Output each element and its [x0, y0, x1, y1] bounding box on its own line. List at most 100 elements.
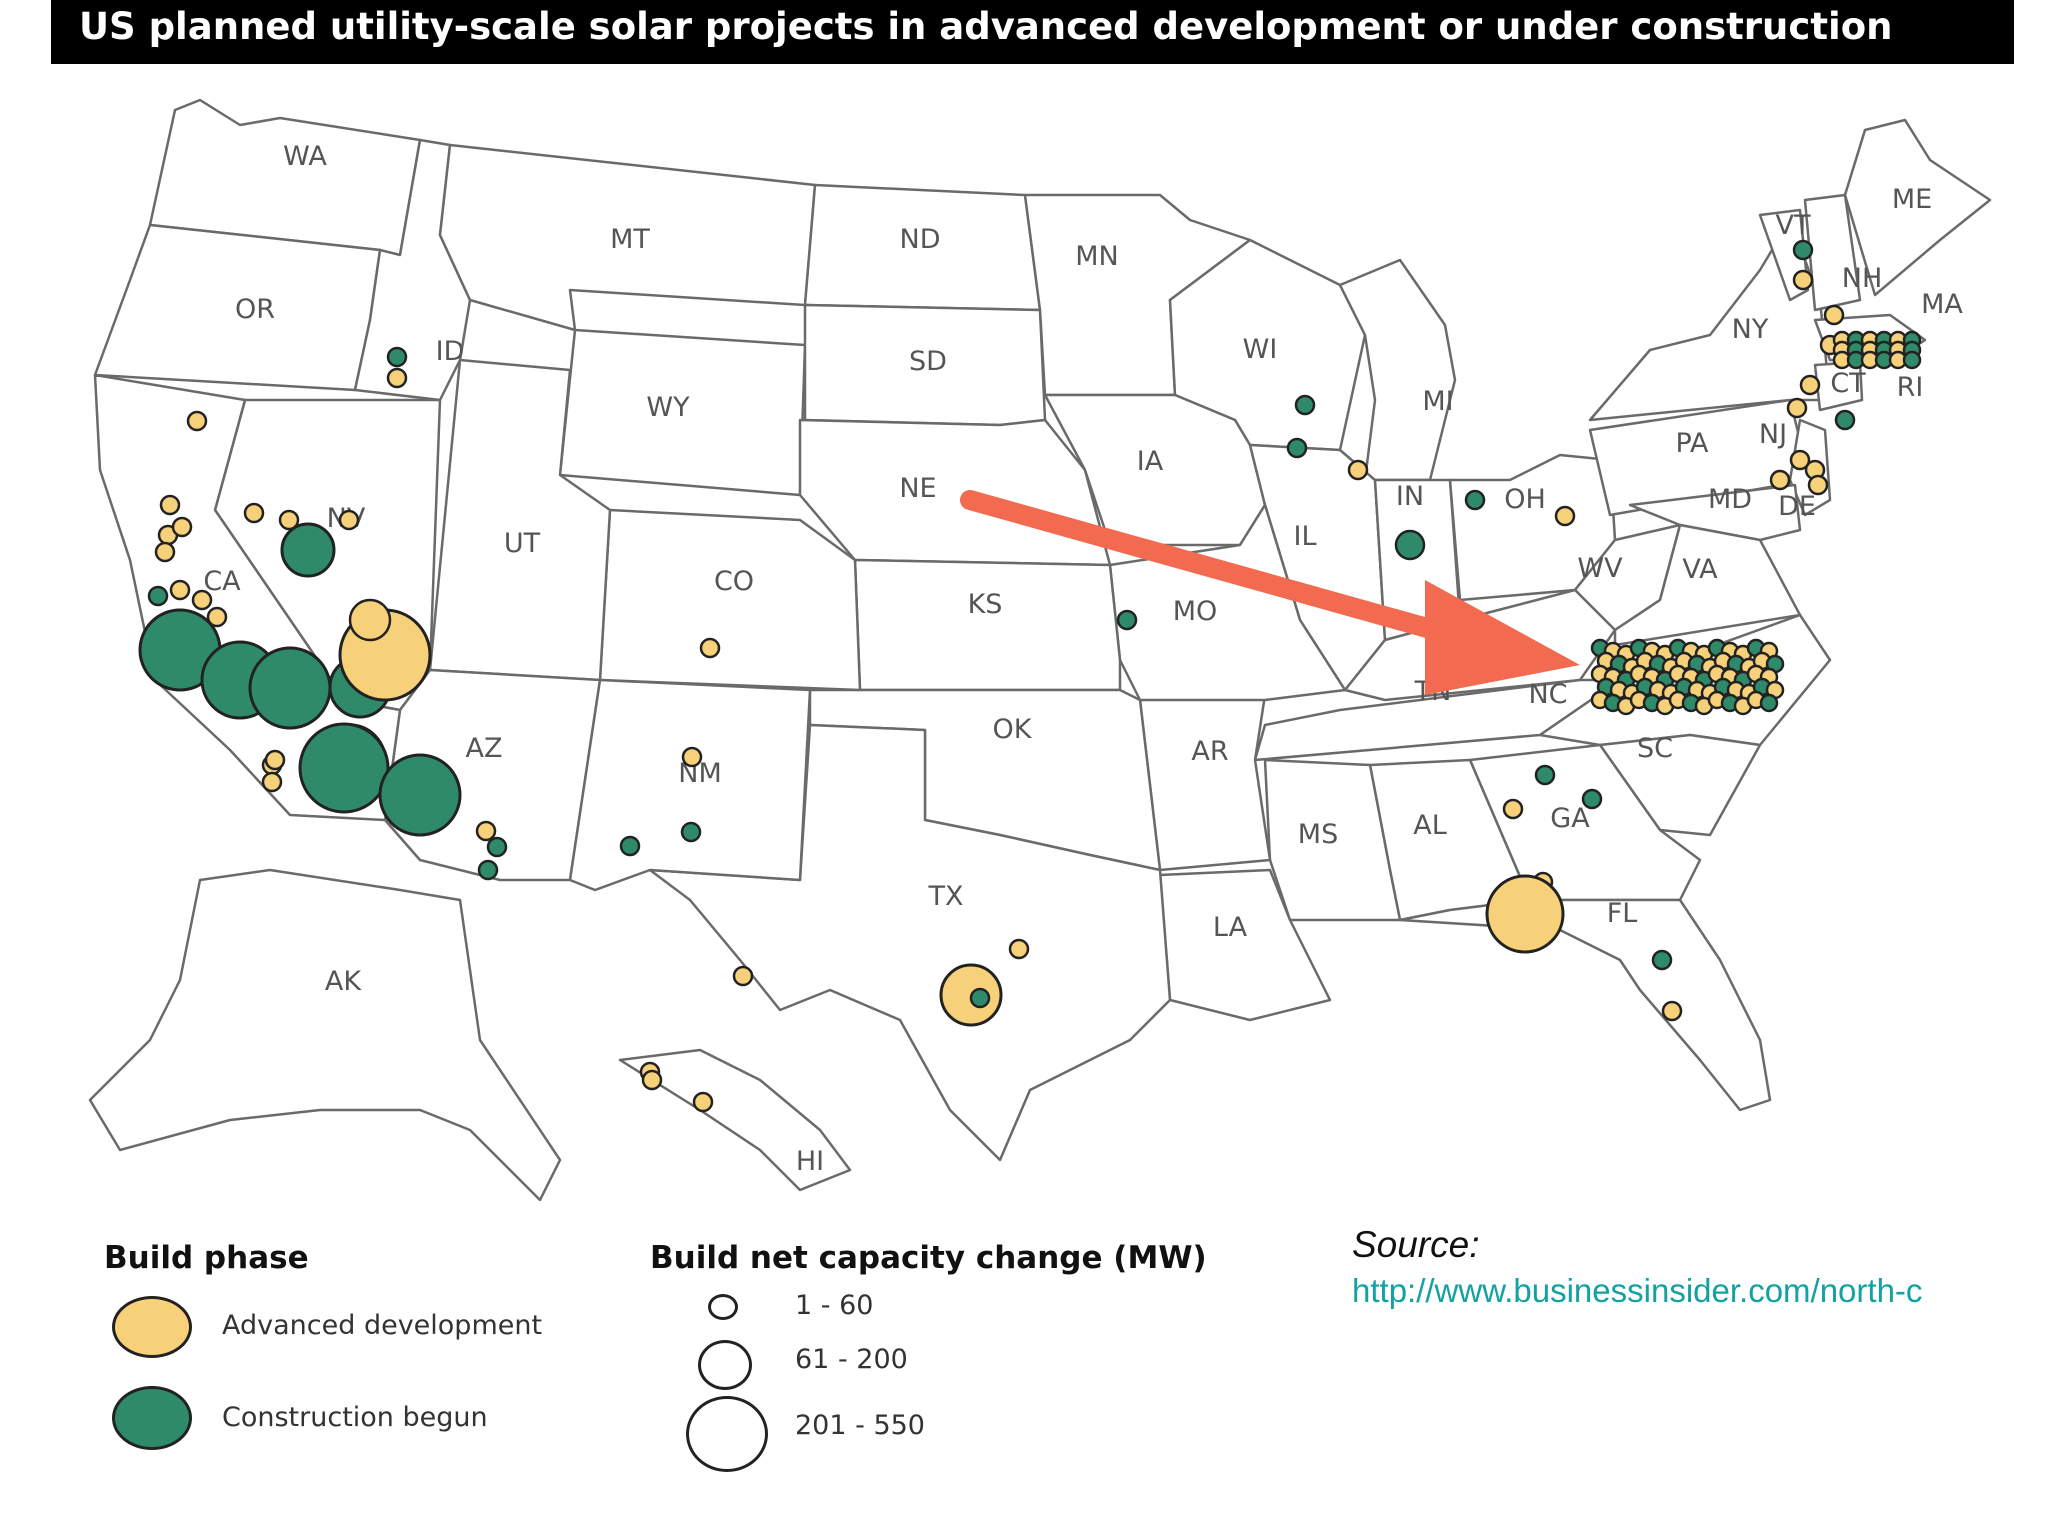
arrow-shaft	[960, 490, 1480, 650]
state-label-wi: WI	[1243, 334, 1278, 365]
state-label-ok: OK	[993, 714, 1033, 745]
arrow-head	[1425, 580, 1580, 695]
state-co	[598, 508, 862, 692]
advanced-project-marker	[1786, 397, 1808, 419]
state-label-la: LA	[1213, 912, 1248, 943]
state-fl	[1398, 898, 1772, 1112]
state-label-sd: SD	[909, 346, 947, 377]
state-label-md: MD	[1708, 484, 1752, 515]
construction-project-marker	[1792, 239, 1814, 261]
advanced-project-marker	[264, 749, 286, 771]
legend-swatch-medium	[698, 1340, 752, 1390]
state-label-hi: HI	[796, 1146, 824, 1177]
advanced-project-marker	[348, 598, 392, 642]
advanced-project-marker	[278, 509, 300, 531]
advanced-project-marker	[1485, 874, 1565, 954]
state-ar	[1138, 693, 1272, 872]
advanced-project-marker	[1502, 798, 1524, 820]
advanced-project-marker	[475, 820, 497, 842]
state-label-nj: NJ	[1759, 419, 1787, 450]
construction-project-marker	[1902, 350, 1922, 370]
state-label-tx: TX	[928, 881, 964, 912]
advanced-project-marker	[154, 541, 176, 563]
legend-swatch-construction	[112, 1386, 192, 1450]
state-label-id: ID	[436, 336, 465, 367]
advanced-project-marker	[191, 589, 213, 611]
state-label-ak: AK	[325, 966, 362, 997]
legend-capacity-title: Build net capacity change (MW)	[650, 1240, 1207, 1276]
state-label-nd: ND	[900, 224, 941, 255]
state-label-ca: CA	[203, 566, 241, 597]
construction-project-marker	[298, 722, 390, 814]
state-label-az: AZ	[466, 733, 503, 764]
state-label-me: ME	[1892, 184, 1932, 215]
state-label-ga: GA	[1550, 803, 1590, 834]
state-tx	[648, 723, 1172, 1162]
advanced-project-marker	[206, 606, 228, 628]
construction-project-marker	[1294, 394, 1316, 416]
construction-project-marker	[1581, 788, 1603, 810]
state-label-ne: NE	[899, 473, 936, 504]
advanced-project-marker	[243, 502, 265, 524]
legend-swatch-large	[686, 1396, 768, 1472]
construction-project-marker	[1534, 764, 1556, 786]
legend-capacity: Build net capacity change (MW) 1 - 60 61…	[650, 1240, 1250, 1480]
state-label-in: IN	[1396, 481, 1424, 512]
state-label-va: VA	[1682, 554, 1718, 585]
construction-project-marker	[1116, 609, 1138, 631]
advanced-project-marker	[1807, 474, 1829, 496]
construction-project-marker	[1394, 529, 1426, 561]
advanced-project-marker	[699, 637, 721, 659]
legend-swatch-small	[708, 1294, 738, 1320]
state-nh	[1803, 193, 1862, 312]
state-label-mi: MI	[1422, 386, 1453, 417]
construction-project-marker	[969, 987, 991, 1009]
advanced-project-marker	[692, 1091, 714, 1113]
state-label-ma: MA	[1921, 289, 1963, 320]
state-label-oh: OH	[1504, 484, 1546, 515]
state-label-ms: MS	[1298, 819, 1338, 850]
map-title: US planned utility-scale solar projects …	[51, 0, 2014, 64]
legend-label-large: 201 - 550	[795, 1410, 925, 1441]
source-link[interactable]: http://www.businessinsider.com/north-c	[1352, 1272, 1923, 1309]
construction-project-marker	[1834, 409, 1856, 431]
legend-label-medium: 61 - 200	[795, 1344, 908, 1375]
state-label-sc: SC	[1637, 733, 1673, 764]
state-me	[1843, 118, 1992, 297]
state-labels: WAORIDMTNDMNWIMINYVTNHMEMACTRICANVUTWYSD…	[203, 141, 1963, 1177]
state-label-al: AL	[1413, 810, 1447, 841]
state-label-ct: CT	[1830, 368, 1866, 399]
state-label-nh: NH	[1842, 263, 1883, 294]
advanced-project-marker	[186, 410, 208, 432]
advanced-project-marker	[1789, 449, 1811, 471]
construction-project-marker	[1651, 949, 1673, 971]
legend-label-advanced: Advanced development	[222, 1310, 543, 1341]
state-label-or: OR	[235, 294, 275, 325]
state-label-ks: KS	[968, 589, 1003, 620]
state-label-mn: MN	[1075, 241, 1119, 272]
construction-project-marker	[1759, 693, 1779, 713]
advanced-project-marker	[169, 579, 191, 601]
advanced-project-marker	[641, 1069, 663, 1091]
project-markers	[138, 239, 1922, 1113]
construction-project-marker	[619, 835, 641, 857]
state-ak	[88, 868, 562, 1202]
construction-project-marker	[280, 522, 336, 578]
state-label-mt: MT	[610, 224, 650, 255]
advanced-project-marker	[261, 771, 283, 793]
state-label-ar: AR	[1191, 736, 1228, 767]
construction-project-marker	[477, 859, 499, 881]
state-mo	[1108, 503, 1347, 702]
construction-project-marker	[1286, 437, 1308, 459]
construction-project-marker	[486, 836, 508, 858]
legend-label-construction: Construction begun	[222, 1402, 488, 1433]
state-label-il: IL	[1293, 521, 1316, 552]
advanced-project-marker	[338, 509, 360, 531]
construction-project-marker	[386, 346, 408, 368]
state-label-wv: WV	[1577, 553, 1623, 584]
state-outlines	[88, 98, 1992, 1202]
advanced-project-marker	[386, 367, 408, 389]
legend-build-phase: Build phase Advanced development Constru…	[104, 1240, 624, 1470]
state-label-ia: IA	[1137, 446, 1164, 477]
